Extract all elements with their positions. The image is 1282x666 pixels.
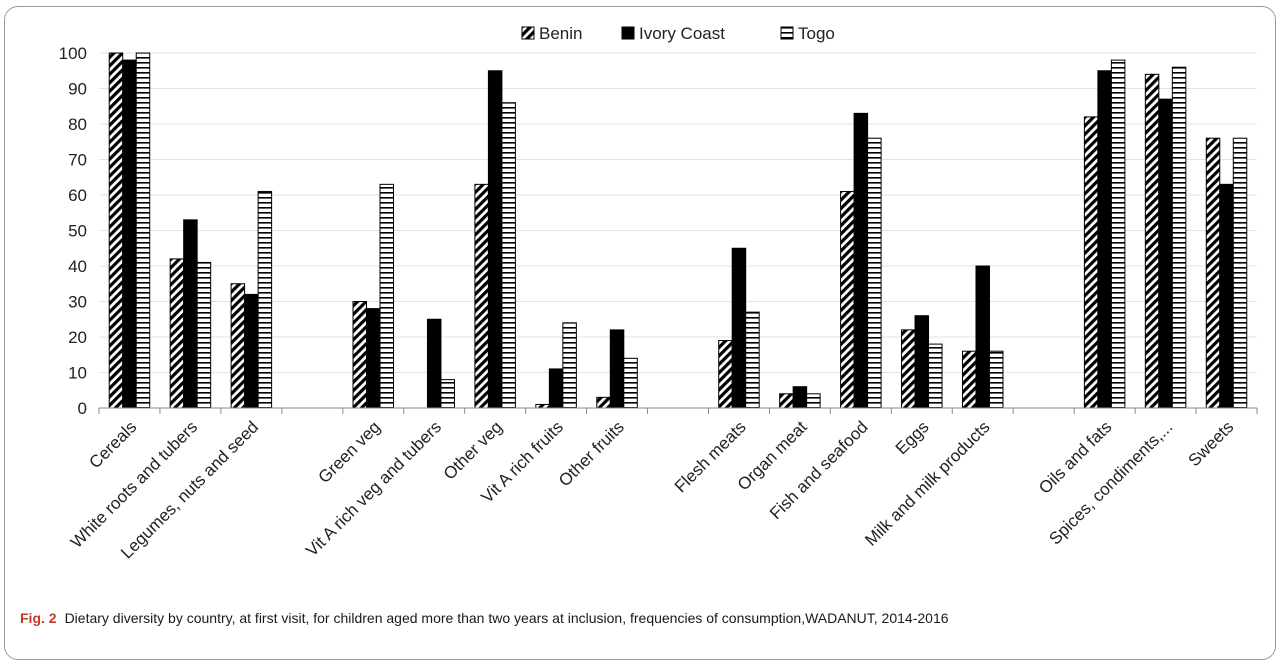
bar-benin [1205, 137, 1221, 409]
y-tick-label: 10 [68, 364, 87, 383]
bar-benin [718, 340, 733, 409]
bar-togo [1232, 137, 1248, 409]
x-category-label: Other fruits [555, 417, 628, 490]
x-category-label: Sweets [1184, 417, 1237, 470]
bar-ivory-coast [853, 112, 869, 409]
legend-swatch [780, 26, 794, 40]
y-tick-label: 50 [68, 222, 87, 241]
bar-togo [379, 183, 395, 409]
gridlines [99, 52, 1257, 409]
bar-ivory-coast [1097, 70, 1112, 409]
bar-benin [596, 396, 611, 409]
bar-benin [535, 403, 550, 409]
x-category-label: Milk and milk products [861, 417, 993, 549]
y-tick-label: 0 [78, 399, 87, 418]
bar-ivory-coast [792, 386, 808, 409]
bar-togo [988, 350, 1004, 409]
bar-togo [928, 343, 943, 409]
bar-benin [474, 183, 489, 409]
bar-togo [745, 311, 760, 409]
bar-togo [196, 261, 212, 409]
bar-benin [901, 329, 916, 409]
x-category-label: Cereals [85, 417, 140, 472]
bar-benin [230, 283, 246, 409]
legend-label: Ivory Coast [639, 24, 725, 43]
bar-ivory-coast [426, 318, 442, 409]
figure-caption: Fig. 2 Dietary diversity by country, at f… [20, 608, 1260, 629]
bar-ivory-coast [366, 308, 381, 409]
bar-ivory-coast [975, 265, 990, 409]
bar-benin [840, 190, 855, 409]
bar-benin [1083, 116, 1099, 409]
bar-benin [1144, 73, 1160, 409]
x-category-label: Spices, condiments,... [1045, 417, 1176, 548]
bar-togo [623, 357, 638, 409]
bar-togo [1110, 59, 1126, 409]
y-tick-label: 40 [68, 257, 87, 276]
bar-ivory-coast [609, 329, 625, 409]
y-tick-label: 90 [68, 80, 87, 99]
bar-ivory-coast [487, 70, 503, 409]
bar-togo [562, 322, 577, 409]
y-tick-label: 100 [59, 44, 87, 63]
caption-text: Dietary diversity by country, at first v… [64, 610, 949, 626]
bar-ivory-coast [244, 293, 259, 409]
bar-benin [961, 350, 977, 409]
y-tick-label: 80 [68, 115, 87, 134]
y-tick-label: 70 [68, 151, 87, 170]
legend-swatch [521, 26, 535, 40]
legend: Benin Ivory Coast Togo [521, 24, 835, 43]
bar-benin [108, 52, 124, 409]
y-tick-label: 20 [68, 328, 87, 347]
bar-togo [135, 52, 151, 409]
bar-ivory-coast [183, 219, 198, 409]
bars [108, 52, 1248, 409]
bar-ivory-coast [731, 247, 747, 409]
figure-frame: 0 10 20 30 40 50 60 70 80 90 100 Cereals White root… [4, 6, 1276, 660]
y-tick-label: 30 [68, 293, 87, 312]
bar-benin [352, 301, 368, 409]
bar-benin [779, 393, 794, 409]
legend-swatch [621, 26, 635, 40]
bar-togo [806, 393, 821, 409]
bar-togo [867, 137, 882, 409]
bar-ivory-coast [122, 59, 137, 409]
legend-label: Benin [539, 24, 582, 43]
x-category-label: Eggs [892, 417, 933, 458]
bar-ivory-coast [1158, 98, 1173, 409]
y-tick-label: 60 [68, 186, 87, 205]
bar-togo [1171, 66, 1187, 409]
bar-togo [257, 190, 273, 409]
caption-label: Fig. 2 [20, 610, 57, 626]
bar-benin [169, 258, 185, 409]
bar-togo [501, 102, 516, 409]
bar-togo [440, 379, 455, 409]
bar-ivory-coast [914, 315, 930, 409]
bar-ivory-coast [548, 368, 564, 409]
bar-ivory-coast [1219, 183, 1234, 409]
legend-label: Togo [798, 24, 835, 43]
y-axis: 0 10 20 30 40 50 60 70 80 90 100 [59, 44, 87, 418]
